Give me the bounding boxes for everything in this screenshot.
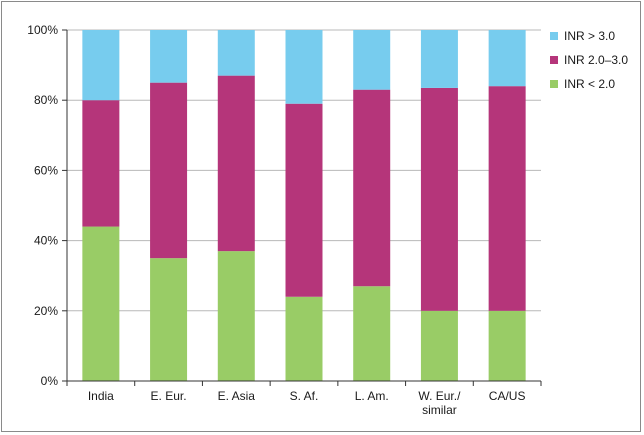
bar-segment [150,258,188,381]
bar-segment [217,75,255,252]
legend-swatch [550,56,558,64]
bar-segment [488,30,526,87]
bar-segment [285,103,323,297]
x-category-label: S. Af. [290,389,319,403]
x-category-label: L. Am. [355,389,389,403]
y-tick-label: 0% [41,374,59,388]
legend-label: INR < 2.0 [564,77,615,91]
y-tick-label: 40% [34,234,58,248]
bar-segment [420,310,458,381]
legend-label: INR 2.0–3.0 [564,53,628,67]
legend-swatch [550,32,558,40]
bar-segment [82,100,120,227]
y-tick-label: 20% [34,304,58,318]
bar-segment [285,296,323,381]
bar-segment [353,89,391,287]
bar-segment [150,82,188,259]
x-category-label: E. Asia [218,389,256,403]
axes [62,29,542,386]
y-tick-label: 60% [34,163,58,177]
legend-label: INR > 3.0 [564,29,615,43]
bar-segment [420,30,458,88]
bar-segment [150,30,188,83]
x-category-label: W. Eur./ [418,389,461,403]
x-category-label: similar [422,403,457,417]
bar-segment [82,226,120,381]
bar-segment [353,30,391,90]
legend: INR > 3.0 INR 2.0–3.0 INR < 2.0 [550,29,628,91]
bar-segment [353,286,391,381]
legend-swatch [550,80,558,88]
y-tick-labels: 0% 20% 40% 60% 80% 100% [27,23,58,388]
x-category-label: CA/US [489,389,526,403]
bar-segment [420,87,458,311]
y-tick-label: 100% [27,23,58,37]
bar-segment [488,86,526,311]
bar-segment [488,310,526,381]
y-tick-label: 80% [34,93,58,107]
bar-group [82,30,526,381]
x-category-label: India [88,389,114,403]
bar-segment [217,30,255,76]
bar-segment [285,30,323,104]
x-category-label: E. Eur. [151,389,187,403]
bar-segment [217,251,255,381]
bar-segment [82,30,120,101]
x-category-labels: India E. Eur. E. Asia S. Af. L. Am. W. Eur./s… [88,389,526,417]
